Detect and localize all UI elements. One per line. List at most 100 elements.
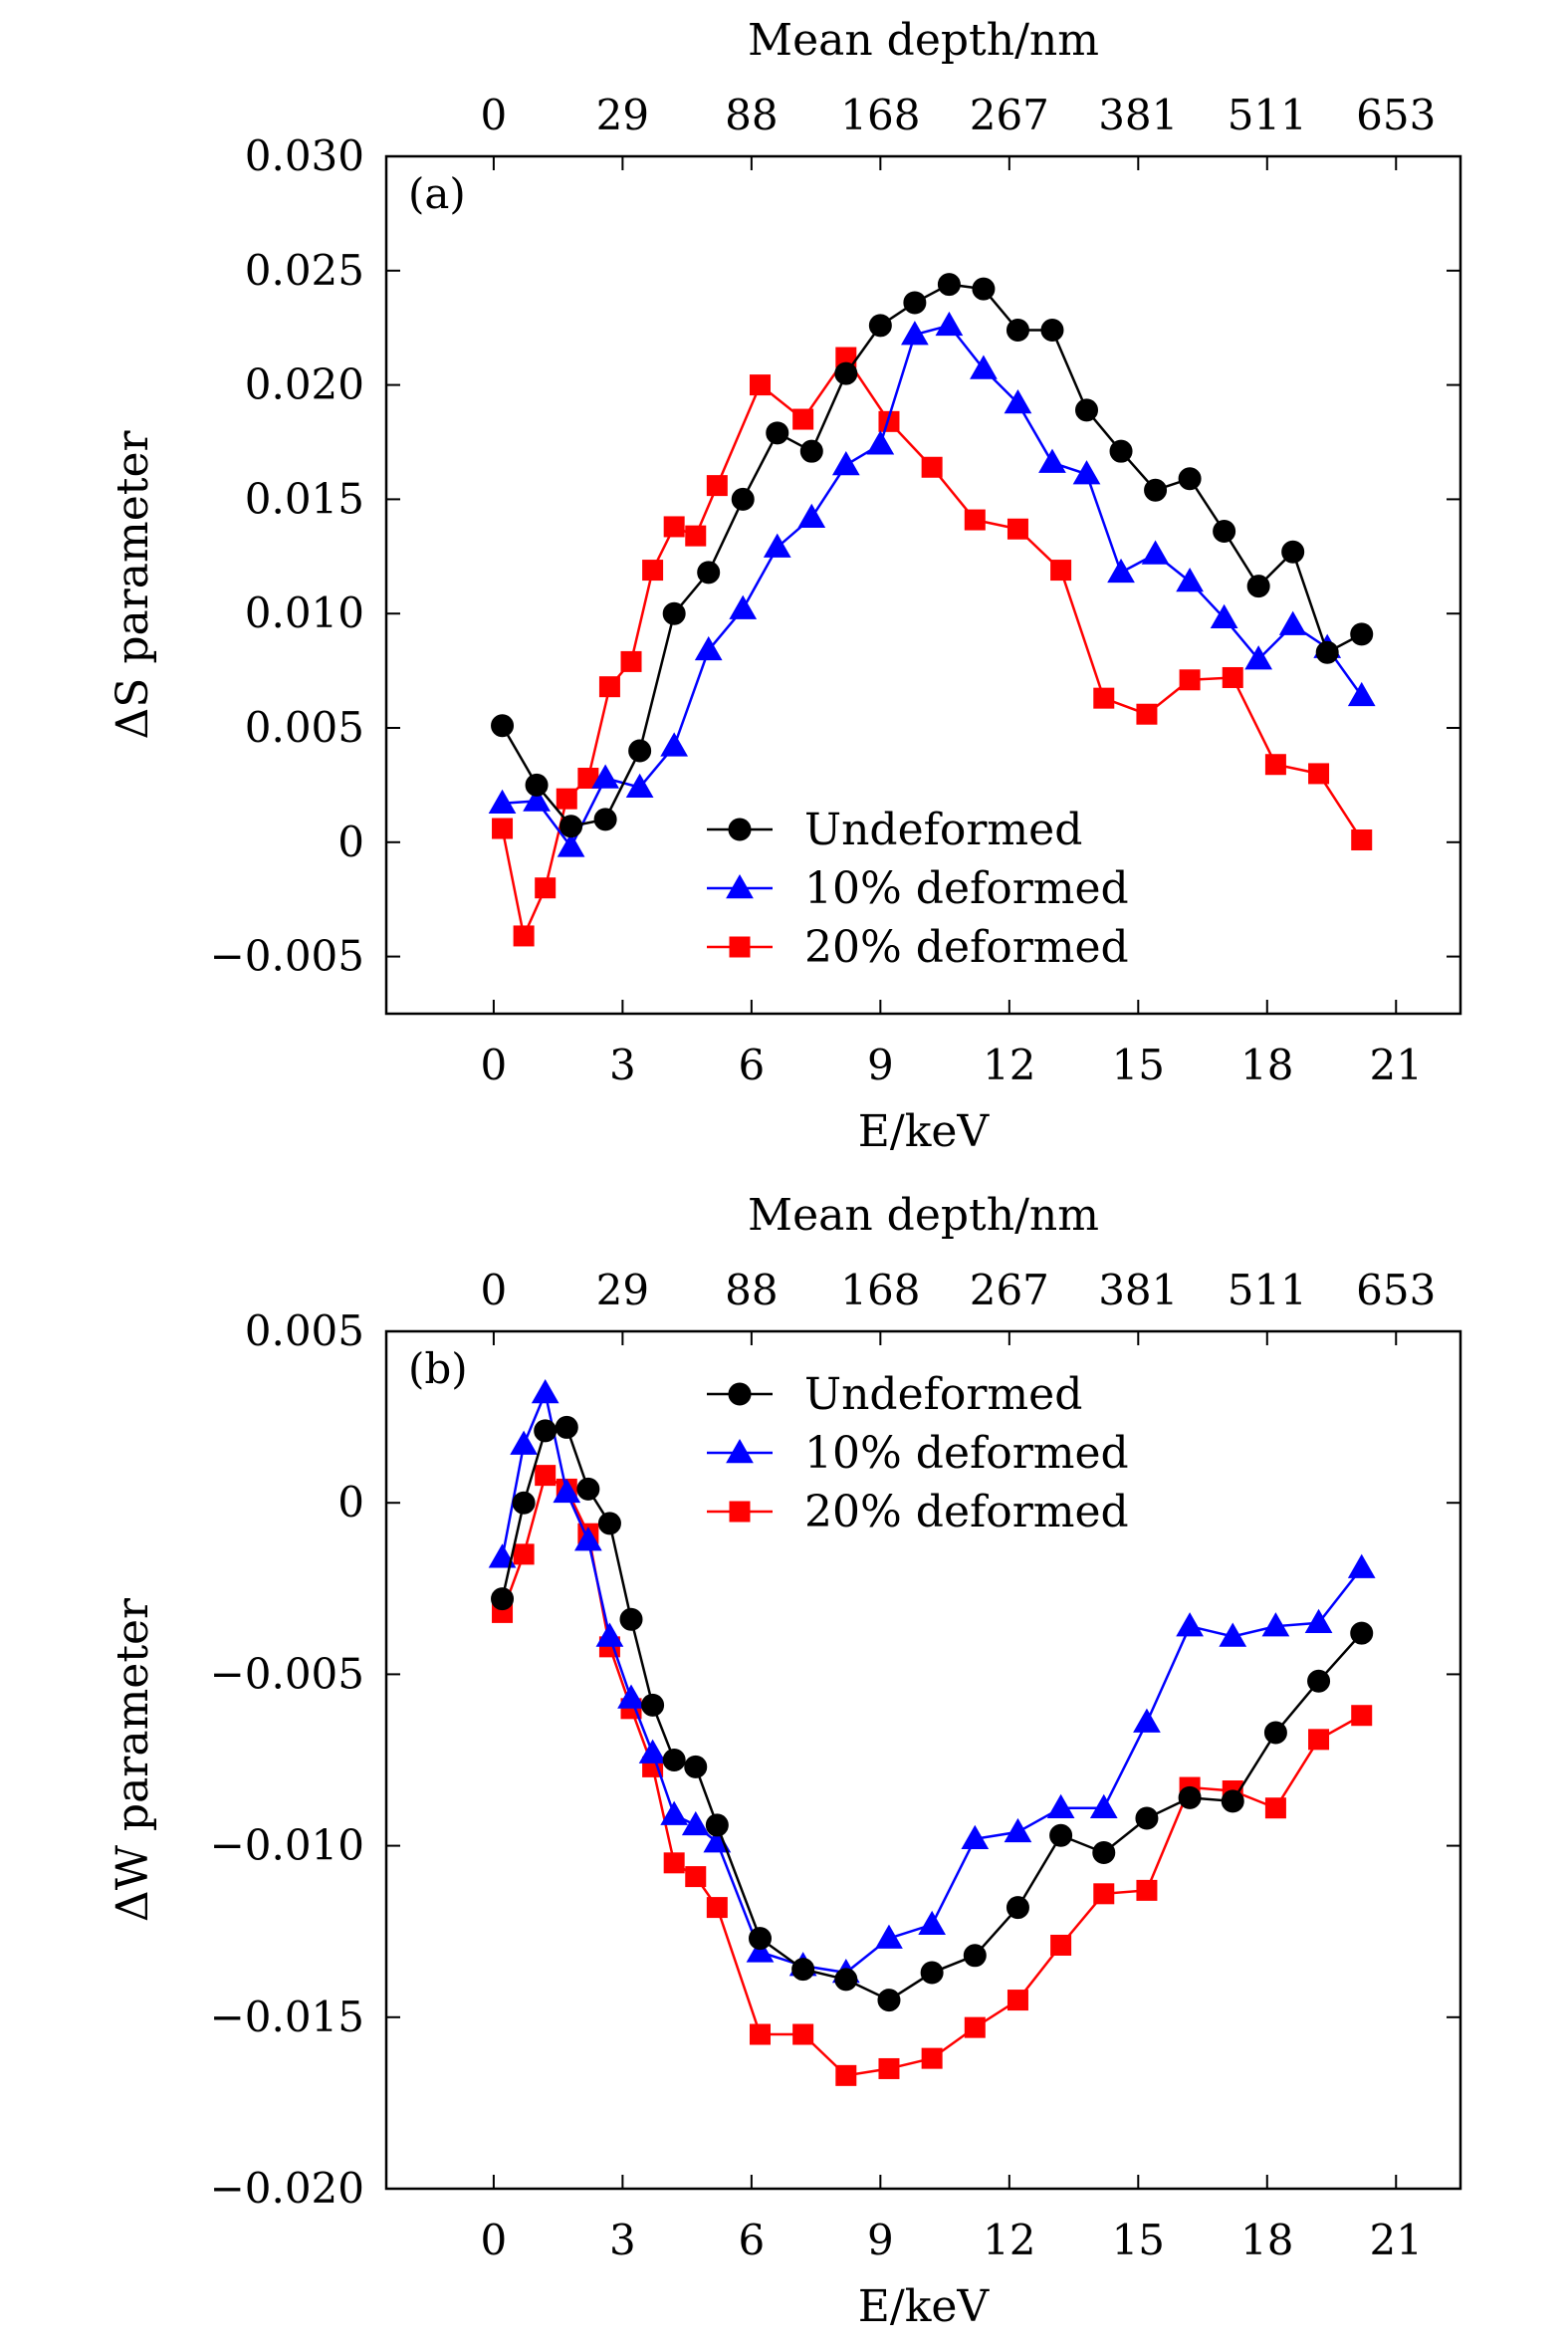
panel-label: (b) bbox=[408, 1344, 468, 1393]
top-tick-label: 168 bbox=[840, 1266, 920, 1314]
x-tick-label: 21 bbox=[1370, 1041, 1423, 1089]
top-axis-label: Mean depth/nm bbox=[748, 15, 1099, 66]
data-point bbox=[1006, 318, 1029, 342]
data-point bbox=[1308, 763, 1330, 785]
data-point bbox=[749, 374, 771, 396]
data-point bbox=[591, 764, 619, 789]
data-point bbox=[1107, 558, 1135, 584]
x-tick-label: 18 bbox=[1240, 1041, 1293, 1089]
data-point bbox=[685, 525, 707, 547]
data-point bbox=[970, 354, 998, 379]
data-point bbox=[684, 1755, 708, 1778]
data-point bbox=[937, 273, 961, 297]
data-point bbox=[1308, 1729, 1330, 1751]
data-point bbox=[523, 787, 551, 812]
data-point bbox=[663, 516, 685, 538]
y-tick-label: 0.025 bbox=[245, 246, 364, 295]
data-point bbox=[920, 1961, 944, 1985]
data-point bbox=[1006, 1896, 1029, 1920]
data-point bbox=[681, 1810, 710, 1836]
x-tick-label: 0 bbox=[481, 1041, 508, 1089]
data-point bbox=[525, 773, 549, 797]
top-tick-label: 168 bbox=[840, 91, 920, 139]
data-point bbox=[1038, 448, 1066, 473]
top-axis-label: Mean depth/nm bbox=[748, 1190, 1099, 1241]
data-point bbox=[1351, 829, 1373, 851]
data-point bbox=[792, 408, 814, 430]
data-point bbox=[921, 456, 943, 478]
data-point bbox=[749, 2023, 771, 2045]
data-point bbox=[878, 2057, 900, 2079]
data-point bbox=[961, 1824, 990, 1849]
data-point bbox=[1093, 1883, 1115, 1905]
data-point bbox=[1307, 1669, 1331, 1693]
data-point bbox=[875, 1924, 903, 1949]
data-point bbox=[573, 1527, 602, 1551]
data-point bbox=[1213, 520, 1236, 544]
top-tick-label: 88 bbox=[725, 91, 778, 139]
y-tick-label: 0.030 bbox=[245, 131, 364, 180]
data-point bbox=[492, 818, 514, 839]
data-point bbox=[1304, 1608, 1333, 1633]
top-tick-label: 267 bbox=[970, 1266, 1049, 1314]
y-tick-label: −0.005 bbox=[210, 932, 364, 981]
data-point bbox=[1281, 540, 1305, 564]
chart-a: 0 0 3 29 6 88 9 168 12 267 15 381 18 511 21 653 −0.005 0 0… bbox=[108, 15, 1462, 1157]
legend-marker bbox=[729, 1501, 751, 1523]
data-point bbox=[901, 321, 929, 346]
data-point bbox=[491, 1587, 515, 1611]
legend-marker bbox=[728, 1382, 752, 1406]
data-point bbox=[1136, 703, 1158, 725]
data-point bbox=[1246, 575, 1270, 598]
data-point bbox=[638, 1739, 667, 1764]
y-tick-label: −0.010 bbox=[210, 1821, 364, 1870]
data-point bbox=[1135, 1806, 1159, 1830]
data-point bbox=[706, 1897, 728, 1919]
x-tick-label: 0 bbox=[481, 2216, 508, 2264]
x-tick-label: 15 bbox=[1112, 1041, 1165, 1089]
data-point bbox=[1244, 645, 1273, 670]
top-tick-label: 653 bbox=[1356, 91, 1436, 139]
data-point bbox=[1050, 1934, 1072, 1956]
data-point bbox=[1178, 1785, 1202, 1809]
data-point bbox=[1133, 1708, 1161, 1733]
data-point bbox=[660, 1800, 689, 1825]
series-line bbox=[502, 324, 1363, 849]
data-point bbox=[685, 1866, 707, 1888]
x-axis-label: E/keV bbox=[858, 1106, 991, 1157]
legend: Undeformed 10% deformed 20% deformed bbox=[707, 805, 1129, 973]
data-point bbox=[834, 1968, 858, 1992]
data-point bbox=[1141, 540, 1170, 565]
data-point bbox=[534, 1419, 558, 1443]
data-point bbox=[1075, 398, 1099, 422]
data-point bbox=[535, 877, 557, 899]
top-tick-label: 0 bbox=[481, 1266, 508, 1314]
data-point bbox=[642, 560, 664, 582]
data-point bbox=[1178, 467, 1202, 491]
data-point bbox=[595, 1622, 624, 1647]
y-tick-label: 0.005 bbox=[245, 703, 364, 752]
data-point bbox=[963, 1944, 987, 1968]
data-point bbox=[791, 1958, 815, 1982]
y-tick-label: −0.005 bbox=[210, 1649, 364, 1698]
data-point bbox=[617, 1684, 645, 1709]
legend-marker bbox=[729, 936, 751, 958]
data-point bbox=[831, 450, 860, 476]
data-point bbox=[1176, 1612, 1204, 1637]
x-tick-label: 6 bbox=[738, 2216, 765, 2264]
data-point bbox=[1347, 681, 1376, 707]
top-tick-label: 88 bbox=[725, 1266, 778, 1314]
data-point bbox=[797, 503, 826, 529]
y-tick-label: −0.020 bbox=[210, 2164, 364, 2213]
data-point bbox=[1278, 610, 1307, 635]
legend-label: 10% deformed bbox=[804, 863, 1129, 914]
data-point bbox=[935, 311, 964, 337]
legend-label: 20% deformed bbox=[804, 922, 1129, 973]
data-point bbox=[1176, 568, 1204, 592]
data-point bbox=[1315, 640, 1339, 664]
data-point bbox=[556, 788, 577, 810]
legend-label: Undeformed bbox=[804, 1369, 1082, 1420]
series-undeformed bbox=[491, 1415, 1374, 2012]
data-point bbox=[1007, 1990, 1028, 2011]
